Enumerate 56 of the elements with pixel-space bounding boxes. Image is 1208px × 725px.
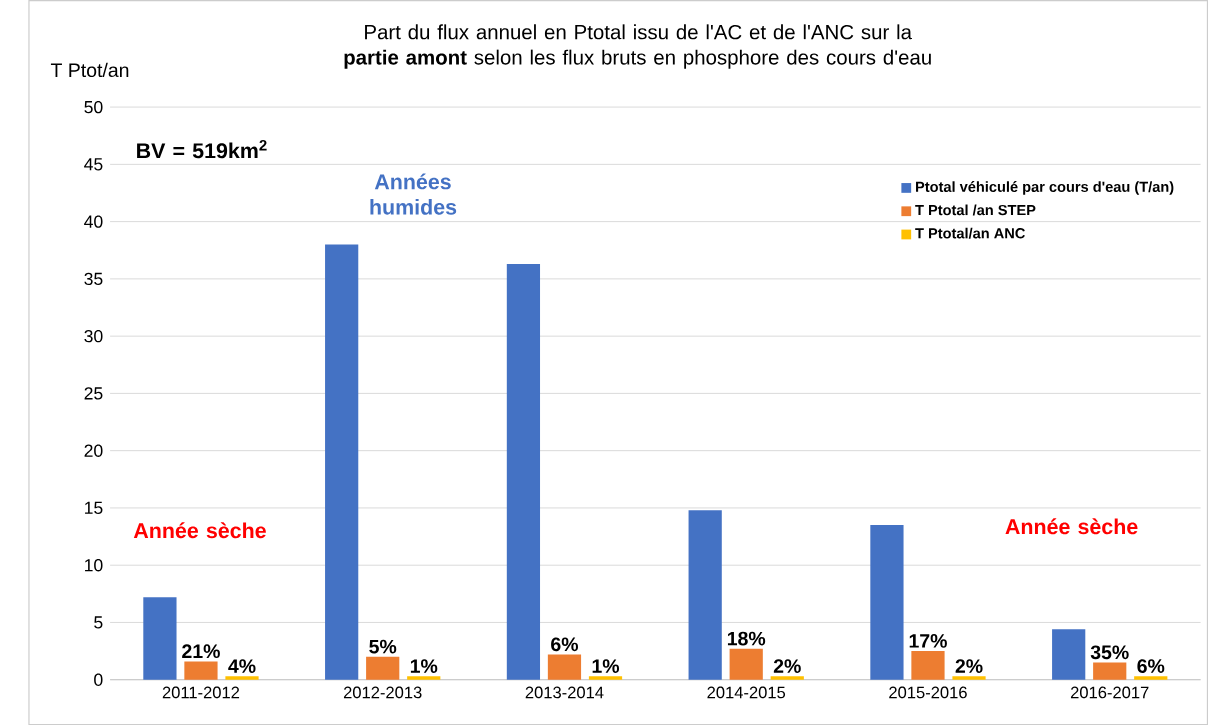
annotation: 1%	[592, 659, 620, 673]
bar	[729, 648, 763, 680]
x-tick-label: 2014-2015	[707, 686, 786, 699]
y-tick-label: 25	[84, 387, 103, 400]
x-tick-label: 2011-2012	[162, 686, 240, 699]
legend-label: T Ptotal /an STEP	[915, 204, 1036, 216]
chart-title: Part du flux annuel en Ptotal issu de l'AC et de l'ANC sur la partie amont selon les flux bruts en phosphore des cours d'eau	[344, 24, 931, 69]
annotation: 17%	[909, 633, 947, 648]
y-tick-label: 30	[84, 329, 103, 343]
bar	[325, 244, 359, 680]
legend-label: T Ptotal/an ANC	[915, 227, 1025, 239]
bar	[770, 676, 804, 680]
annotation: 5%	[369, 639, 397, 654]
y-tick-label: 20	[84, 444, 103, 457]
annotation: 35%	[1090, 645, 1129, 660]
legend-label: Ptotal véhiculé par cours d'eau (T/an)	[916, 180, 1174, 195]
annotation: 2%	[955, 659, 983, 673]
bar	[1093, 662, 1127, 680]
annotation: Année sèche	[133, 522, 266, 539]
y-tick-label: 10	[85, 558, 103, 572]
bar	[1052, 629, 1086, 680]
y-tick-label: 0	[94, 673, 103, 686]
bar	[407, 676, 441, 680]
x-tick-label: 2013-2014	[525, 686, 604, 699]
y-tick-label: 40	[84, 215, 103, 228]
bar	[588, 676, 623, 680]
y-tick-label: 15	[85, 501, 103, 514]
bar	[506, 263, 541, 680]
bar	[911, 650, 945, 680]
x-tick-label: 2012-2013	[343, 686, 422, 699]
bar	[688, 510, 722, 680]
y-tick-label: 35	[84, 272, 103, 285]
y-tick-label: 45	[84, 158, 103, 171]
x-tick-label: 2016-2017	[1070, 686, 1149, 699]
bar	[547, 654, 582, 680]
bar	[143, 597, 177, 680]
annotation: 6%	[1137, 659, 1165, 673]
y-axis-title: T Ptot/an	[50, 62, 129, 77]
bar	[952, 676, 986, 680]
annotation: 4%	[228, 659, 256, 673]
annotation: 6%	[551, 637, 579, 652]
annotation: Années humides	[370, 173, 457, 215]
annotation: 21%	[182, 644, 220, 658]
annotation: BV = 519km$^{2}$	[137, 139, 267, 159]
y-tick-label: 5	[94, 616, 103, 629]
x-tick-label: 2015-2016	[889, 686, 967, 699]
annotation: Année sèche	[1005, 518, 1138, 535]
bar	[366, 656, 400, 680]
bar	[1134, 676, 1168, 680]
bar	[184, 661, 218, 680]
annotation: 2%	[773, 659, 801, 673]
annotation: 1%	[410, 659, 438, 673]
y-tick-label: 50	[84, 100, 103, 114]
annotation: 18%	[727, 631, 766, 646]
bar	[225, 676, 259, 680]
bar	[870, 524, 904, 680]
